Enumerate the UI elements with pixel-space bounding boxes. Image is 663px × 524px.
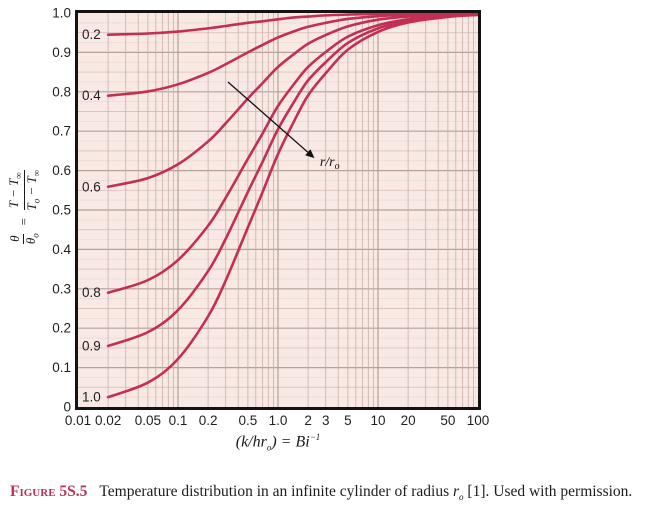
y-tick-label: 0.1 <box>52 360 71 375</box>
y-axis-temperature-fraction: T − T∞ To − T∞ <box>5 168 42 213</box>
caption-text-1: Temperature distribution in an infinite … <box>99 482 453 500</box>
x-tick-label: 100 <box>467 413 490 428</box>
curve-label-1.0: 1.0 <box>82 390 101 405</box>
x-tick-label: 10 <box>370 413 385 428</box>
curve-label-0.4: 0.4 <box>82 88 101 103</box>
curve-r-ratio-0.8 <box>106 12 480 295</box>
equals-sign: = <box>16 217 31 227</box>
curve-r-ratio-0.6 <box>106 12 480 189</box>
y-tick-label: 0.7 <box>52 124 71 139</box>
x-tick-label: 5 <box>344 413 352 428</box>
x-tick-label: 50 <box>440 413 455 428</box>
y-tick-label: 0.5 <box>52 203 71 218</box>
y-tick-label: 0.4 <box>52 242 71 257</box>
curve-label-0.2: 0.2 <box>82 27 101 42</box>
x-tick-label: 0.02 <box>95 413 121 428</box>
x-tick-label: 0.2 <box>199 413 218 428</box>
caption-text-2: [1]. Used with permission. <box>463 482 633 500</box>
temperature-numerator: T − T∞ <box>5 170 25 211</box>
chart-canvas: 0.2 0.4 0.6 0.8 0.9 1.0 0 0.1 0.2 0.3 0.4 0.5 0.6 0.7… <box>52 6 490 429</box>
curve-r-ratio-0.4 <box>106 12 480 98</box>
x-axis-label: (k/hro) = Bi−1 <box>235 432 321 453</box>
y-tick-label: 0.8 <box>52 84 71 99</box>
theta-o-symbol: θo <box>22 233 41 245</box>
x-tick-label: 0.05 <box>135 413 161 428</box>
x-tick-label: 0.01 <box>65 413 91 428</box>
y-tick-label: 0.3 <box>52 281 71 296</box>
y-tick-label: 0.6 <box>52 163 71 178</box>
x-tick-label: 20 <box>401 413 416 428</box>
y-tick-label: 0.2 <box>52 321 71 336</box>
theta-symbol: θ <box>6 233 24 244</box>
x-tick-label: 0.5 <box>239 413 258 428</box>
y-axis-theta-fraction: θ θo <box>6 231 41 246</box>
curve-r-ratio-0.9 <box>106 13 480 348</box>
figure-caption: Figure 5S.5 Temperature distribution in a… <box>10 480 655 505</box>
curve-r-ratio-0.2 <box>106 11 480 36</box>
caption-variable: ro <box>453 482 464 502</box>
y-tick-label: 0.9 <box>52 45 71 60</box>
y-tick-label: 1.0 <box>52 6 71 21</box>
x-tick-label: 1.0 <box>269 413 288 428</box>
x-tick-label: 3 <box>322 413 330 428</box>
temperature-denominator: To − T∞ <box>23 169 42 211</box>
curve-r-ratio-1.0 <box>106 13 480 399</box>
plot-frame <box>75 10 481 410</box>
y-tick-label: 0 <box>63 400 71 415</box>
curve-label-0.6: 0.6 <box>82 179 101 194</box>
figure-number: Figure 5S.5 <box>10 482 88 500</box>
r-ratio-arrow <box>227 81 315 159</box>
curve-label-0.9: 0.9 <box>82 338 101 353</box>
curve-label-0.8: 0.8 <box>82 285 101 300</box>
x-tick-label: 2 <box>304 413 312 428</box>
x-tick-label: 0.1 <box>169 413 188 428</box>
y-axis-label: θ θo = T − T∞ To − T∞ <box>4 145 44 269</box>
